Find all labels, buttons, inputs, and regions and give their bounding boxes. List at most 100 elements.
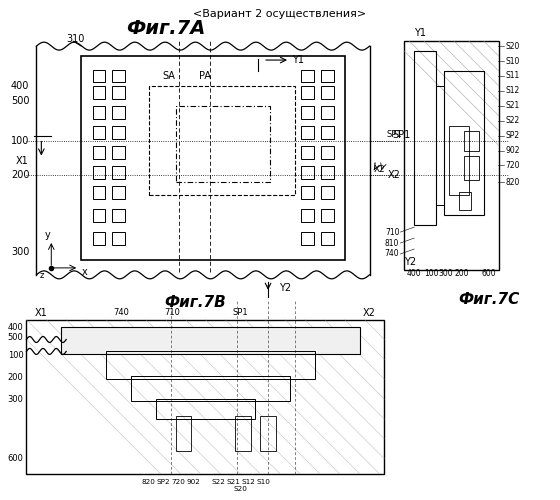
Text: S21: S21	[506, 102, 520, 110]
Text: Y2: Y2	[404, 257, 417, 267]
Text: 902: 902	[506, 146, 520, 155]
Bar	[321, 70, 334, 82]
Text: z: z	[39, 272, 44, 280]
Text: 200: 200	[11, 170, 29, 180]
Text: 300: 300	[7, 394, 24, 404]
Bar	[92, 232, 105, 244]
Text: 100: 100	[8, 351, 24, 360]
Bar	[459, 192, 471, 210]
Bar	[321, 208, 334, 222]
Text: S10: S10	[256, 478, 270, 484]
Text: Фиг.7С: Фиг.7С	[458, 292, 520, 307]
Bar	[176, 416, 192, 451]
Text: 300: 300	[11, 247, 29, 257]
Bar	[321, 232, 334, 244]
Bar	[149, 86, 295, 196]
Bar	[92, 146, 105, 159]
Text: 400: 400	[8, 323, 24, 332]
Bar	[113, 106, 125, 119]
Bar	[301, 106, 314, 119]
Text: X1: X1	[35, 308, 48, 318]
Bar	[92, 126, 105, 139]
Text: 200: 200	[8, 373, 24, 382]
Text: S11: S11	[506, 72, 520, 80]
Text: 820: 820	[142, 478, 156, 484]
Text: SP1: SP1	[387, 130, 402, 139]
Bar	[321, 186, 334, 199]
Text: S22: S22	[506, 116, 520, 125]
Text: 400: 400	[407, 270, 422, 278]
Text: X2: X2	[374, 165, 385, 174]
Bar	[301, 126, 314, 139]
Text: x: x	[81, 267, 87, 277]
Text: Фиг.7А: Фиг.7А	[126, 18, 206, 38]
Bar	[321, 166, 334, 179]
Text: 300: 300	[438, 270, 454, 278]
Bar	[113, 70, 125, 82]
Bar	[92, 106, 105, 119]
Text: 740: 740	[113, 308, 129, 317]
Text: Y1: Y1	[414, 28, 426, 38]
Text: 720: 720	[506, 161, 520, 170]
Text: S10: S10	[506, 56, 520, 66]
Bar	[92, 186, 105, 199]
Text: 902: 902	[186, 478, 200, 484]
Bar	[301, 70, 314, 82]
Text: SP2: SP2	[157, 478, 170, 484]
Bar	[131, 376, 290, 401]
Text: SP2: SP2	[506, 131, 520, 140]
Bar	[113, 186, 125, 199]
Bar	[301, 208, 314, 222]
Text: SP1: SP1	[393, 130, 410, 140]
Bar	[301, 166, 314, 179]
Text: S12: S12	[241, 478, 255, 484]
Bar	[113, 232, 125, 244]
Bar	[301, 86, 314, 100]
Bar	[321, 146, 334, 159]
Bar	[260, 416, 276, 451]
Bar	[113, 126, 125, 139]
Text: X2: X2	[388, 170, 400, 180]
Text: 100: 100	[424, 270, 438, 278]
Text: y: y	[44, 230, 50, 240]
Bar	[321, 86, 334, 100]
Text: Y2: Y2	[279, 283, 291, 293]
Bar	[113, 86, 125, 100]
Bar	[414, 51, 436, 225]
Text: 740: 740	[385, 250, 399, 258]
Text: 600: 600	[482, 270, 496, 278]
Text: PA: PA	[199, 71, 212, 81]
Bar	[301, 186, 314, 199]
Bar	[113, 208, 125, 222]
Bar	[26, 320, 384, 474]
Text: 200: 200	[455, 270, 469, 278]
Bar	[81, 56, 344, 260]
Bar	[444, 71, 484, 215]
Bar	[113, 146, 125, 159]
Text: 500: 500	[11, 96, 29, 106]
Bar	[301, 232, 314, 244]
Bar	[301, 146, 314, 159]
Text: S12: S12	[506, 86, 520, 96]
Text: S21: S21	[226, 478, 240, 484]
Text: 310: 310	[66, 34, 85, 44]
Bar	[464, 156, 479, 180]
Text: SP1: SP1	[232, 308, 248, 317]
Text: X1: X1	[16, 156, 29, 166]
Text: 820: 820	[506, 178, 520, 187]
Text: 600: 600	[7, 454, 24, 464]
Bar	[92, 70, 105, 82]
Bar	[61, 326, 360, 354]
Bar	[464, 130, 479, 150]
Bar	[92, 208, 105, 222]
Text: SA: SA	[162, 71, 175, 81]
Bar	[321, 126, 334, 139]
Bar	[113, 166, 125, 179]
Bar	[156, 399, 255, 419]
Bar	[321, 106, 334, 119]
Bar	[176, 106, 270, 182]
Text: Фиг.7В: Фиг.7В	[165, 295, 226, 310]
Bar	[436, 86, 444, 205]
Text: 710: 710	[165, 308, 180, 317]
Text: S20: S20	[506, 42, 520, 50]
